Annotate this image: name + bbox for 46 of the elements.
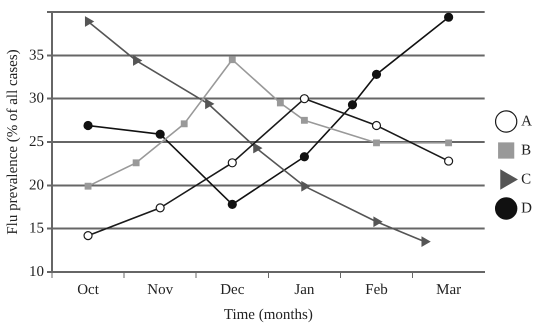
point xyxy=(444,12,454,22)
point xyxy=(444,156,454,166)
point xyxy=(133,56,142,66)
y-axis-title: Flu prevalence (% of all cases) xyxy=(4,49,21,235)
point xyxy=(300,94,309,104)
x-tick-label: Dec xyxy=(220,282,245,298)
point xyxy=(84,182,92,190)
point xyxy=(372,70,382,79)
point xyxy=(373,139,380,146)
x-tick-label: Oct xyxy=(77,282,100,298)
point xyxy=(276,100,284,106)
legend-label: D xyxy=(521,200,532,216)
x-tick-label: Nov xyxy=(147,282,174,298)
point xyxy=(421,236,430,247)
y-tick-label: 25 xyxy=(29,134,44,150)
point xyxy=(300,152,309,162)
y-tick-label: 15 xyxy=(29,220,44,237)
point xyxy=(83,120,93,130)
y-tick-label: 20 xyxy=(29,177,44,194)
point xyxy=(228,158,237,168)
legend-label: B xyxy=(521,142,532,158)
y-tick-label: 10 xyxy=(29,264,44,280)
point xyxy=(205,98,214,109)
point xyxy=(348,100,358,110)
point xyxy=(372,120,382,130)
x-tick-label: Mar xyxy=(436,282,462,298)
point xyxy=(300,116,308,124)
point xyxy=(84,16,94,26)
point xyxy=(156,203,165,212)
y-tick-label: 30 xyxy=(29,90,44,107)
point xyxy=(253,143,262,153)
point xyxy=(445,139,452,146)
point xyxy=(83,231,93,240)
point xyxy=(156,130,165,139)
point xyxy=(301,181,310,192)
point xyxy=(373,216,382,227)
point xyxy=(228,56,236,64)
point xyxy=(180,120,188,128)
x-axis-title: Time (months) xyxy=(224,306,313,323)
legend-label: C xyxy=(521,171,532,188)
legend-label: A xyxy=(521,113,532,130)
point xyxy=(228,200,237,209)
x-tick-label: Feb xyxy=(365,282,388,298)
x-tick-label: Jan xyxy=(294,282,315,298)
y-tick-label: 35 xyxy=(29,47,44,64)
point xyxy=(132,159,140,166)
